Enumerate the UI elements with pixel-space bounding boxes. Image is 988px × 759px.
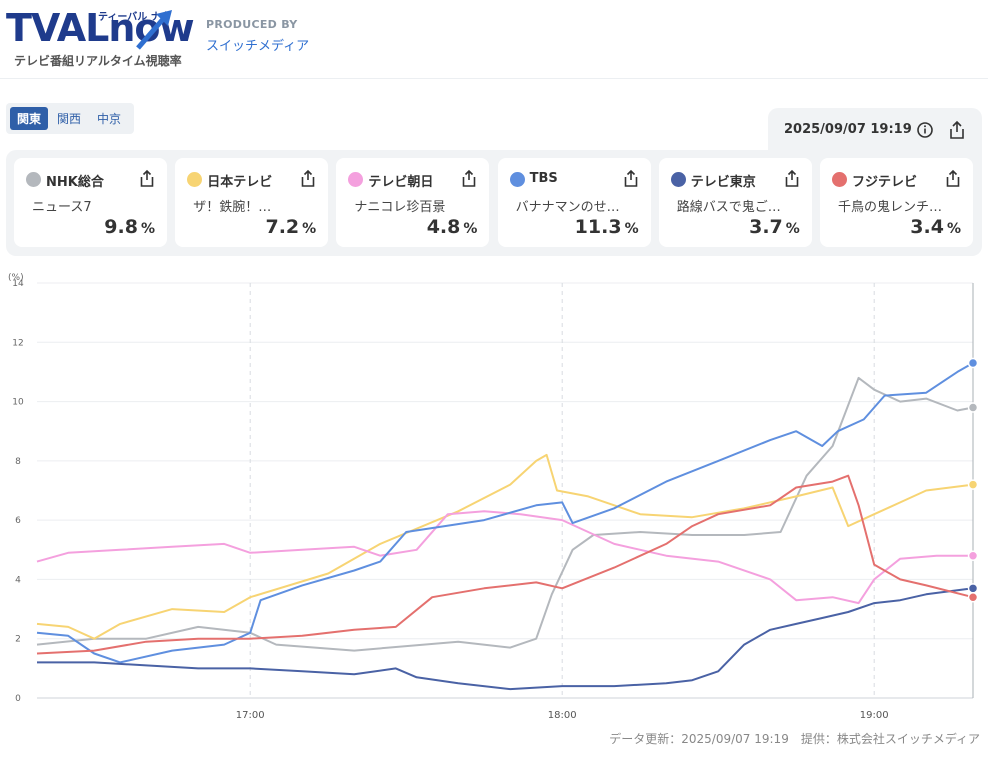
rating-value: 9.8%: [104, 216, 155, 238]
y-tick-label: 6: [15, 516, 21, 526]
y-tick-label: 12: [12, 338, 23, 348]
channel-card-ntv[interactable]: 日本テレビザ！鉄腕！… 7.2%: [175, 158, 329, 247]
series-line-tx: [37, 587, 974, 691]
share-icon[interactable]: [623, 169, 639, 188]
share-icon[interactable]: [139, 169, 155, 188]
series-line-tbs: [36, 362, 974, 664]
header: TVALnow ティーバル ナウ テレビ番組リアルタイム視聴率 PRODUCED…: [0, 0, 988, 79]
x-tick-label: 18:00: [548, 710, 577, 721]
program-title: ニュース7: [32, 200, 92, 215]
x-tick-label: 19:00: [860, 710, 889, 721]
channel-color-dot: [348, 172, 364, 187]
series-line-ntv: [36, 453, 974, 640]
rating-value: 11.3%: [574, 216, 639, 238]
channel-color-dot: [509, 172, 525, 187]
ratings-chart: (%) 0 2 4 6 8 10 12 14 17:00 18:00 19:00: [8, 273, 979, 721]
share-icon[interactable]: [948, 120, 966, 140]
info-icon[interactable]: [916, 121, 934, 139]
y-tick-label: 2: [15, 635, 21, 645]
channel-color-dot: [187, 172, 203, 187]
channel-card-nhk[interactable]: NHK総合ニュース7 9.8%: [14, 158, 167, 247]
ratings-panel: 2025/09/07 19:19 NHK総合ニュース7 9.8% 日本テレビザ！鉄腕…: [6, 108, 982, 256]
y-tick-label: 10: [12, 398, 24, 408]
y-unit-label: (%): [8, 273, 24, 283]
channel-color-dot: [832, 172, 847, 187]
y-tick-label: 14: [12, 279, 24, 289]
producer-block: PRODUCED BY スイッチメディア: [206, 18, 309, 54]
y-tick-label: 0: [15, 694, 21, 704]
region-tab-2[interactable]: 中京: [97, 112, 122, 126]
program-title: ナニコレ珍百景: [354, 200, 446, 215]
rating-value: 3.4%: [910, 216, 961, 238]
program-title: バナナマンのせ…: [515, 200, 620, 215]
footer-credit: データ更新：2025/09/07 19:19 提供：株式会社スイッチメディア: [609, 732, 980, 746]
region-tab-0[interactable]: 関東: [10, 107, 49, 130]
region-tabs: 関東 関西 中京: [6, 103, 135, 134]
producer-link[interactable]: スイッチメディア: [206, 39, 310, 54]
channel-name: NHK総合: [46, 175, 104, 190]
program-title: ザ！鉄腕！…: [193, 200, 272, 215]
channel-name: フジテレビ: [852, 175, 918, 190]
channel-cards: NHK総合 ニュース7 9.8% 日本テレビ ザ！鉄腕！… 7.2% テレビ朝日 ナニコレ珍百…: [6, 150, 982, 256]
logo-arrow-icon: [136, 10, 172, 50]
logo-small-text: ティーバル ナウ: [98, 12, 171, 23]
x-tick-label: 17:00: [236, 710, 265, 721]
channel-card-tx[interactable]: テレビ東京路線バスで鬼ご… 3.7%: [658, 158, 812, 247]
logo-subtitle: テレビ番組リアルタイム視聴率: [14, 54, 182, 68]
channel-card-tva[interactable]: テレビ朝日ナニコレ珍百景 4.8%: [336, 158, 490, 247]
tvalnow-logo[interactable]: TVALnow ティーバル ナウ テレビ番組リアルタイム視聴率: [6, 6, 195, 70]
produced-by-label: PRODUCED BY: [206, 18, 298, 31]
channel-card-tbs[interactable]: TBS バナナマンのせ… 11.3%: [497, 158, 651, 247]
channel-card-cx[interactable]: フジテレビ千鳥の鬼レンチ… 3.4%: [820, 158, 973, 247]
share-icon[interactable]: [461, 169, 477, 188]
channel-name: テレビ東京: [690, 175, 756, 190]
series-endpoint-tbs: [967, 357, 979, 369]
rating-value: 4.8%: [426, 216, 478, 238]
channel-name: TBS: [529, 171, 558, 186]
rating-value: 7.2%: [265, 216, 317, 238]
share-icon[interactable]: [300, 169, 316, 188]
series-line-tva: [36, 510, 973, 605]
series-endpoint-tva: [967, 550, 979, 561]
region-tab-1[interactable]: 関西: [57, 112, 82, 126]
program-title: 路線バスで鬼ご…: [676, 200, 781, 215]
series-line-cx: [36, 474, 974, 655]
share-icon[interactable]: [784, 169, 800, 188]
datetime-label: 2025/09/07 19:19: [784, 122, 912, 137]
series-endpoint-ntv: [967, 479, 979, 490]
channel-name: 日本テレビ: [207, 175, 273, 190]
series-endpoint-cx: [967, 591, 979, 603]
rating-value: 3.7%: [749, 216, 800, 238]
channel-color-dot: [670, 172, 686, 187]
y-tick-label: 8: [15, 457, 21, 467]
datetime-tab: 2025/09/07 19:19: [768, 108, 982, 154]
share-icon[interactable]: [945, 169, 961, 188]
program-title: 千鳥の鬼レンチ…: [838, 200, 943, 215]
y-tick-label: 4: [15, 575, 21, 585]
channel-color-dot: [26, 172, 41, 187]
channel-name: テレビ朝日: [368, 175, 434, 190]
series-endpoint-nhk: [967, 402, 979, 413]
series-endpoint-tx: [967, 583, 979, 594]
